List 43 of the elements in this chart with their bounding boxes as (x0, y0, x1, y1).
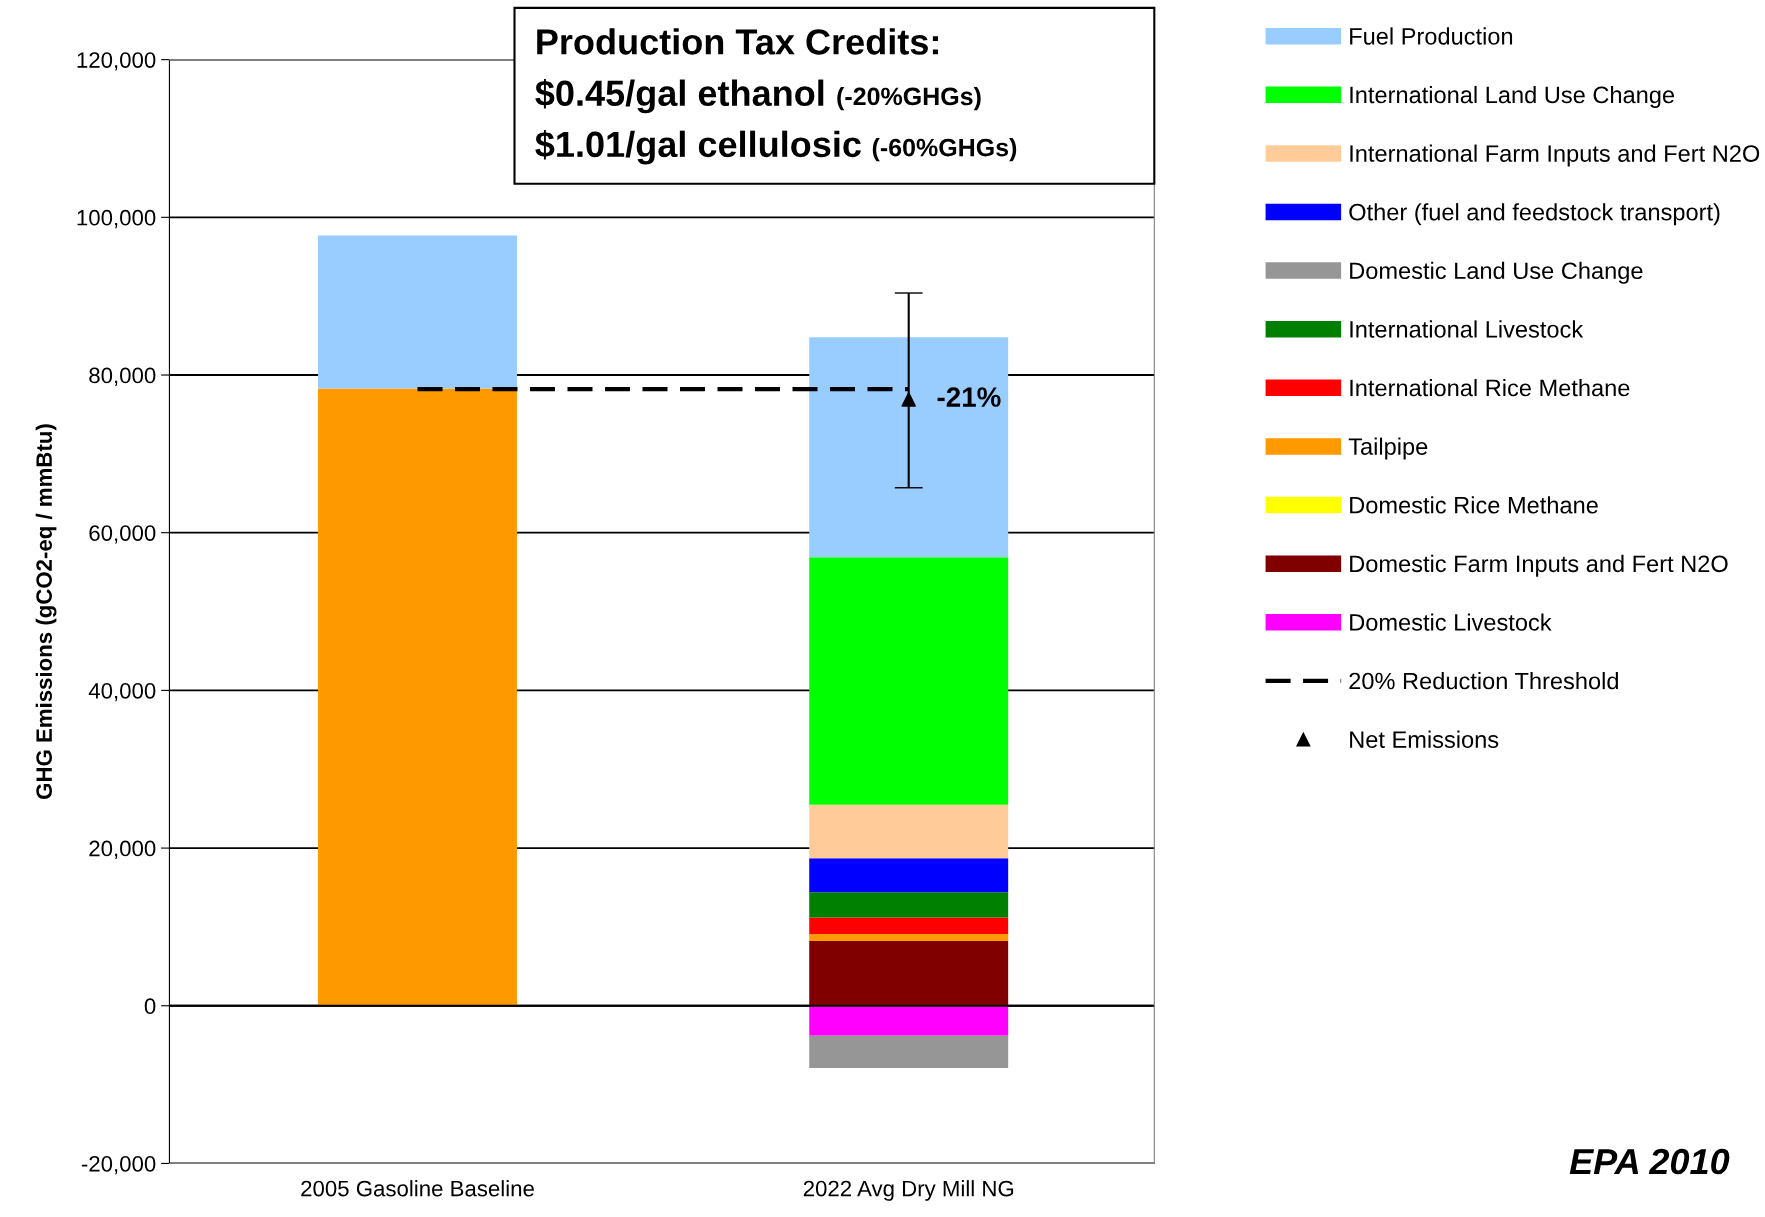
y-tick-label: 0 (144, 998, 156, 1015)
y-tick-label: 100,000 (77, 209, 156, 229)
legend-label: Domestic Land Use Change (1350, 261, 1643, 284)
legend-label: Net Emissions (1350, 730, 1499, 748)
x-tick-label: 2005 Gasoline Baseline (301, 1180, 534, 1197)
legend-label: International Livestock (1350, 320, 1584, 338)
bar (809, 557, 1009, 805)
bar (809, 804, 1009, 859)
annotation: (-60%GHGs) (872, 138, 1017, 162)
legend-label: Tailpipe (1348, 437, 1428, 460)
bar (809, 917, 1009, 935)
legend-label: Domestic Rice Methane (1350, 496, 1598, 514)
y-tick-label: 80,000 (89, 367, 156, 386)
annotation: $1.01/gal cellulosic (535, 130, 861, 165)
bar (809, 941, 1009, 1006)
bar (318, 388, 517, 1006)
chart-title: Production Tax Credits: (537, 28, 938, 55)
x-tick-label: 2022 Avg Dry Mill NG (803, 1180, 1014, 1201)
legend-label: 20% Reduction Threshold (1349, 672, 1618, 690)
legend-label: Domestic Farm Inputs and Fert N2O (1350, 554, 1728, 577)
bar (809, 1035, 1009, 1069)
bar (809, 892, 1009, 918)
y-axis-title: GHG Emissions (gCO2-eq / mmBtu) (35, 424, 57, 799)
y-tick-label: 60,000 (89, 525, 156, 544)
legend-label: Domestic Livestock (1350, 613, 1552, 631)
bar (809, 337, 1009, 558)
y-tick-label: 40,000 (88, 682, 156, 702)
legend-label: Other (fuel and feedstock transport) (1349, 203, 1720, 226)
annotation: -21% (937, 387, 1001, 407)
bar (809, 858, 1009, 893)
text: EPA 2010 (1569, 1148, 1730, 1175)
bar (809, 1005, 1009, 1036)
y-tick-label: -20,000 (81, 1155, 156, 1175)
legend-label: International Farm Inputs and Fert N2O (1350, 144, 1760, 167)
legend-label: International Land Use Change (1350, 85, 1675, 108)
y-tick-label: 20,000 (89, 840, 156, 859)
bar (318, 235, 517, 389)
bar (809, 934, 1009, 942)
y-tick-label: 120,000 (77, 52, 156, 71)
legend-label: International Rice Methane (1350, 378, 1630, 397)
legend-label: Fuel Production (1350, 27, 1513, 45)
annotation: $0.45/gal ethanol (535, 78, 824, 114)
annotation: (-20%GHGs) (837, 86, 981, 111)
